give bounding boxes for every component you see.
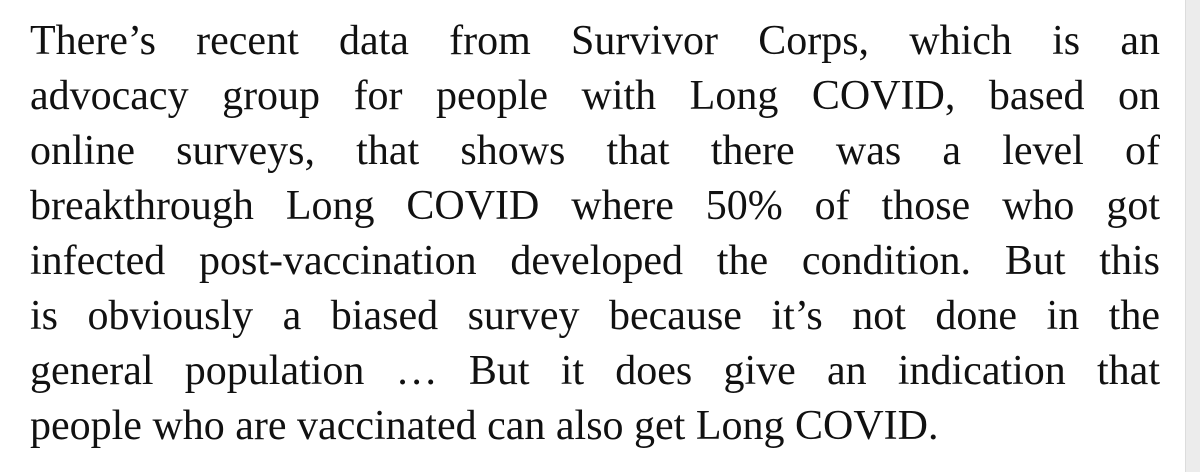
text-line: people who are vaccinated can also get L… — [30, 403, 939, 449]
text-line: breakthrough Long COVID where 50% of tho… — [30, 183, 1160, 229]
text-line: advocacy group for people with Long COVI… — [30, 73, 1160, 119]
text-line: There’s recent data from Survivor Corps,… — [30, 18, 1160, 64]
paragraph: There’s recent data from Survivor Corps,… — [30, 14, 1160, 454]
text-line: is obviously a biased survey because it’… — [30, 293, 1160, 339]
text-line: infected post-vaccination developed the … — [30, 238, 1160, 284]
scrollbar — [1185, 0, 1200, 472]
text-line: general population … But it does give an… — [30, 348, 1160, 394]
text-line: online surveys, that shows that there wa… — [30, 128, 1160, 174]
